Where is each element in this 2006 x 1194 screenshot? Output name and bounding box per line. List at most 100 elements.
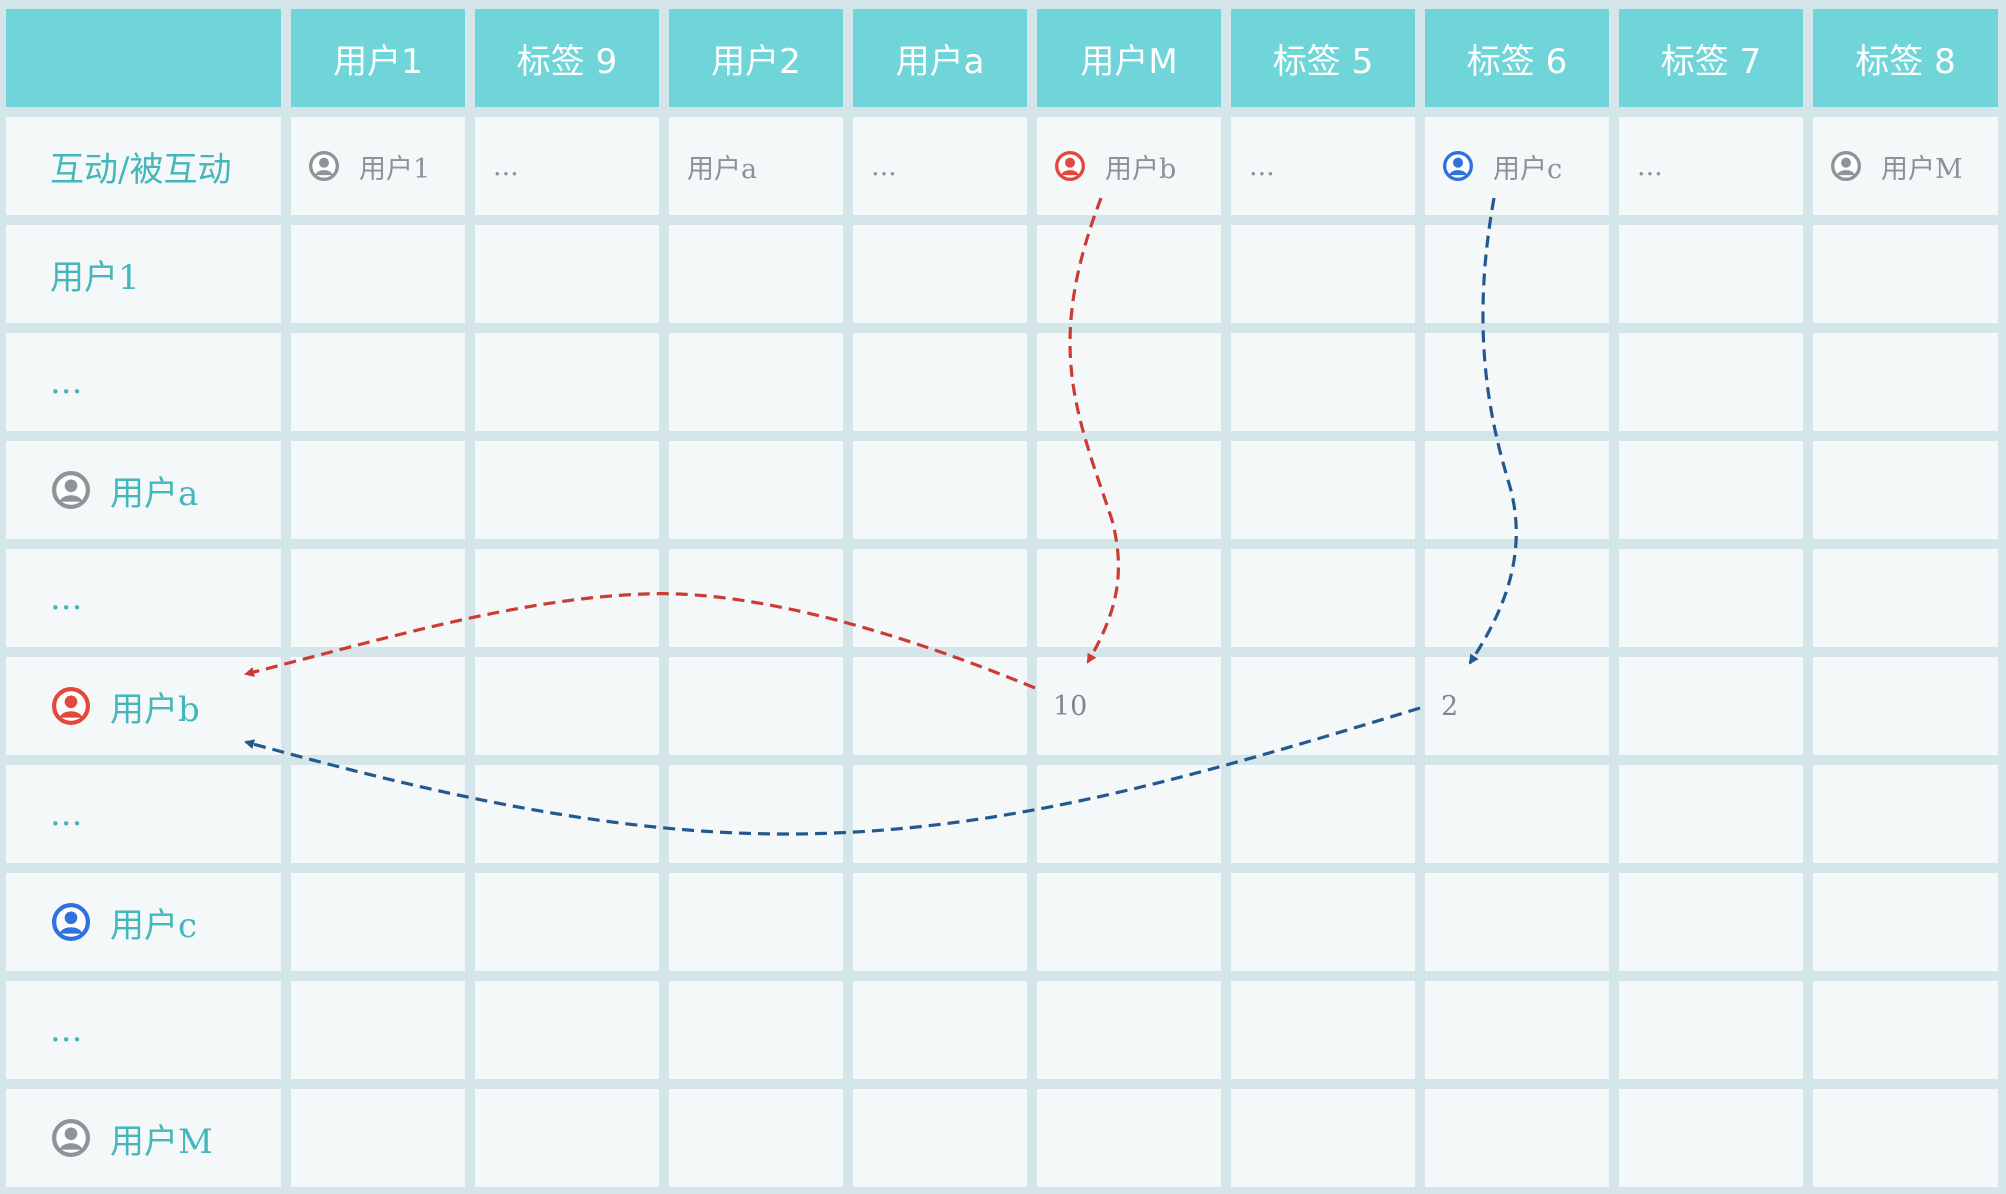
matrix-cell[interactable] — [1619, 225, 1803, 323]
matrix-cell[interactable] — [1813, 441, 1998, 539]
matrix-cell[interactable] — [853, 981, 1027, 1079]
matrix-cell[interactable] — [1231, 441, 1415, 539]
matrix-cell[interactable] — [291, 981, 465, 1079]
interaction-cell[interactable]: ... — [1619, 117, 1803, 215]
matrix-cell[interactable] — [1619, 441, 1803, 539]
interaction-cell[interactable]: 用户b — [1037, 117, 1221, 215]
column-header[interactable]: 标签 8 — [1813, 9, 1998, 107]
matrix-cell[interactable] — [669, 873, 843, 971]
row-header[interactable]: 用户b — [6, 657, 281, 755]
matrix-cell[interactable] — [475, 333, 659, 431]
row-header[interactable]: 用户a — [6, 441, 281, 539]
matrix-cell[interactable] — [1619, 657, 1803, 755]
matrix-cell[interactable] — [1813, 873, 1998, 971]
matrix-cell[interactable] — [1231, 225, 1415, 323]
matrix-cell[interactable] — [475, 225, 659, 323]
matrix-cell[interactable] — [1037, 333, 1221, 431]
matrix-cell[interactable] — [291, 765, 465, 863]
matrix-cell[interactable] — [1425, 765, 1609, 863]
matrix-cell[interactable] — [1813, 981, 1998, 1079]
matrix-cell[interactable] — [853, 225, 1027, 323]
matrix-cell[interactable] — [1037, 441, 1221, 539]
matrix-cell[interactable] — [1231, 981, 1415, 1079]
matrix-cell[interactable] — [475, 765, 659, 863]
matrix-cell[interactable] — [1037, 549, 1221, 647]
matrix-cell[interactable] — [1425, 333, 1609, 431]
interaction-cell[interactable]: 用户M — [1813, 117, 1998, 215]
matrix-cell[interactable] — [669, 657, 843, 755]
column-header[interactable]: 标签 6 — [1425, 9, 1609, 107]
interaction-cell[interactable]: ... — [853, 117, 1027, 215]
matrix-cell[interactable] — [1037, 225, 1221, 323]
row-header[interactable]: 用户1 — [6, 225, 281, 323]
matrix-cell[interactable] — [1037, 873, 1221, 971]
matrix-cell[interactable] — [291, 657, 465, 755]
matrix-cell[interactable] — [669, 981, 843, 1079]
matrix-cell[interactable] — [1619, 765, 1803, 863]
interaction-cell[interactable]: ... — [475, 117, 659, 215]
matrix-cell[interactable] — [1813, 1089, 1998, 1187]
matrix-cell[interactable] — [291, 333, 465, 431]
matrix-cell[interactable] — [1619, 981, 1803, 1079]
matrix-cell[interactable] — [1813, 549, 1998, 647]
matrix-cell[interactable] — [291, 441, 465, 539]
matrix-cell[interactable] — [1813, 765, 1998, 863]
matrix-cell[interactable] — [291, 873, 465, 971]
matrix-cell[interactable] — [291, 1089, 465, 1187]
matrix-cell[interactable] — [669, 441, 843, 539]
matrix-cell[interactable] — [853, 873, 1027, 971]
matrix-cell[interactable] — [669, 549, 843, 647]
row-header[interactable]: 用户c — [6, 873, 281, 971]
column-header[interactable]: 用户2 — [669, 9, 843, 107]
row-header[interactable]: 用户M — [6, 1089, 281, 1187]
matrix-cell[interactable] — [1619, 873, 1803, 971]
matrix-cell[interactable] — [1231, 333, 1415, 431]
column-header[interactable]: 用户a — [853, 9, 1027, 107]
matrix-cell[interactable] — [475, 1089, 659, 1187]
matrix-cell[interactable] — [475, 441, 659, 539]
matrix-cell[interactable] — [1813, 225, 1998, 323]
matrix-cell[interactable] — [1231, 549, 1415, 647]
column-header[interactable]: 标签 5 — [1231, 9, 1415, 107]
matrix-cell[interactable] — [475, 981, 659, 1079]
interaction-cell[interactable]: ... — [1231, 117, 1415, 215]
matrix-value-cell[interactable]: 2 — [1425, 657, 1609, 755]
matrix-cell[interactable] — [1619, 1089, 1803, 1187]
row-header[interactable]: ... — [6, 549, 281, 647]
matrix-cell[interactable] — [1619, 333, 1803, 431]
column-header[interactable]: 用户M — [1037, 9, 1221, 107]
matrix-cell[interactable] — [1425, 549, 1609, 647]
matrix-cell[interactable] — [1231, 873, 1415, 971]
matrix-cell[interactable] — [291, 225, 465, 323]
matrix-cell[interactable] — [1037, 981, 1221, 1079]
matrix-cell[interactable] — [475, 549, 659, 647]
matrix-cell[interactable] — [1231, 657, 1415, 755]
matrix-cell[interactable] — [853, 765, 1027, 863]
matrix-cell[interactable] — [669, 1089, 843, 1187]
matrix-cell[interactable] — [1813, 333, 1998, 431]
column-header[interactable]: 用户1 — [291, 9, 465, 107]
matrix-cell[interactable] — [1619, 549, 1803, 647]
matrix-cell[interactable] — [475, 873, 659, 971]
matrix-cell[interactable] — [669, 333, 843, 431]
matrix-cell[interactable] — [475, 657, 659, 755]
matrix-cell[interactable] — [1037, 765, 1221, 863]
interaction-cell[interactable]: 用户1 — [291, 117, 465, 215]
matrix-cell[interactable] — [853, 657, 1027, 755]
matrix-cell[interactable] — [1425, 225, 1609, 323]
matrix-cell[interactable] — [669, 225, 843, 323]
matrix-value-cell[interactable]: 10 — [1037, 657, 1221, 755]
column-header[interactable]: 标签 7 — [1619, 9, 1803, 107]
matrix-cell[interactable] — [1037, 1089, 1221, 1187]
matrix-cell[interactable] — [1425, 1089, 1609, 1187]
matrix-cell[interactable] — [853, 1089, 1027, 1187]
matrix-cell[interactable] — [853, 441, 1027, 539]
column-header[interactable]: 标签 9 — [475, 9, 659, 107]
matrix-cell[interactable] — [1231, 765, 1415, 863]
matrix-cell[interactable] — [1813, 657, 1998, 755]
matrix-cell[interactable] — [291, 549, 465, 647]
row-header[interactable]: ... — [6, 981, 281, 1079]
matrix-cell[interactable] — [1425, 981, 1609, 1079]
row-header[interactable]: ... — [6, 765, 281, 863]
interaction-cell[interactable]: 用户c — [1425, 117, 1609, 215]
